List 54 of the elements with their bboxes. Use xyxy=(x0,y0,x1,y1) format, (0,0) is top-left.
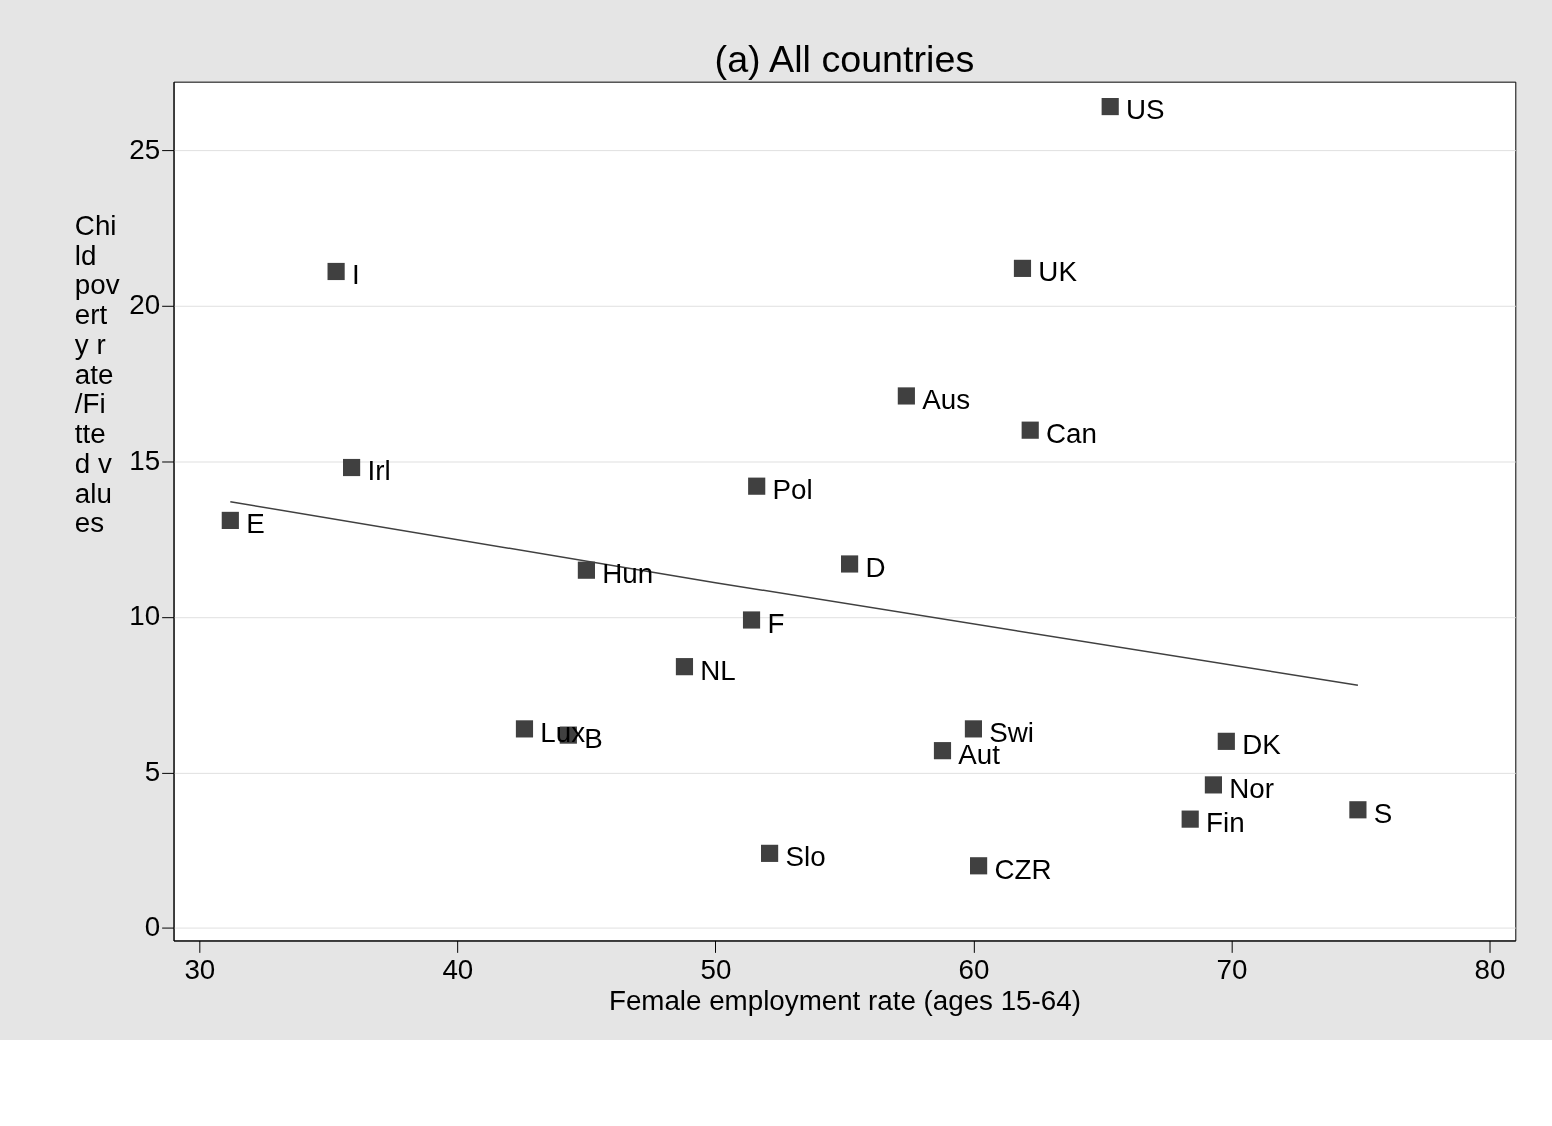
point xyxy=(933,742,952,760)
point xyxy=(964,720,983,738)
x-tick-label: 30 xyxy=(184,953,216,985)
annotation: Aus xyxy=(922,383,971,415)
point xyxy=(577,561,595,579)
point xyxy=(742,611,761,629)
y-tick-label: 15 xyxy=(129,444,161,476)
point xyxy=(841,555,859,573)
annotation: US xyxy=(1126,94,1165,126)
annotation: NL xyxy=(700,654,736,686)
point xyxy=(515,720,534,738)
point xyxy=(1181,810,1199,828)
y-tick-label: 25 xyxy=(129,133,161,165)
point xyxy=(970,857,988,875)
point xyxy=(897,387,915,405)
x-tick-label: 70 xyxy=(1216,953,1248,985)
annotation: E xyxy=(246,508,265,540)
y-tick-label: 0 xyxy=(144,911,161,943)
point xyxy=(343,458,361,477)
y-tick-label: 10 xyxy=(129,600,161,632)
point xyxy=(221,511,239,529)
annotation: F xyxy=(767,607,785,639)
point xyxy=(1021,421,1039,439)
annotation: Slo xyxy=(785,841,826,873)
text: Child poverty rate/Fitted values xyxy=(74,209,120,539)
annotation: Pol xyxy=(772,474,813,506)
point xyxy=(327,262,345,281)
y-tick-label: 5 xyxy=(144,755,161,787)
x-tick-label: 40 xyxy=(442,953,474,985)
annotation: I xyxy=(351,259,360,291)
annotation: Nor xyxy=(1229,772,1274,804)
annotation: S xyxy=(1373,797,1393,829)
annotation: B xyxy=(584,723,603,754)
point xyxy=(761,844,779,862)
x-tick-label: 80 xyxy=(1474,953,1506,985)
annotation: DK xyxy=(1242,729,1282,761)
annotation: Fin xyxy=(1206,807,1245,839)
x-tick-label: 60 xyxy=(958,953,990,985)
point xyxy=(1204,776,1222,794)
annotation: D xyxy=(865,551,886,583)
annotation: Irl xyxy=(367,455,391,487)
y-tick-label: 20 xyxy=(129,289,161,321)
x-tick-label: 50 xyxy=(700,953,732,985)
point xyxy=(1217,732,1235,750)
x-axis-title: Female employment rate (ages 15-64) xyxy=(608,985,1081,1017)
annotation: CZR xyxy=(994,853,1052,885)
chart-title: (a) All countries xyxy=(714,37,975,80)
point xyxy=(1013,259,1032,277)
point xyxy=(1101,97,1119,116)
point xyxy=(1349,801,1367,819)
annotation: Can xyxy=(1046,418,1097,450)
point xyxy=(748,477,766,495)
annotation: UK xyxy=(1038,256,1078,288)
point xyxy=(675,658,694,676)
